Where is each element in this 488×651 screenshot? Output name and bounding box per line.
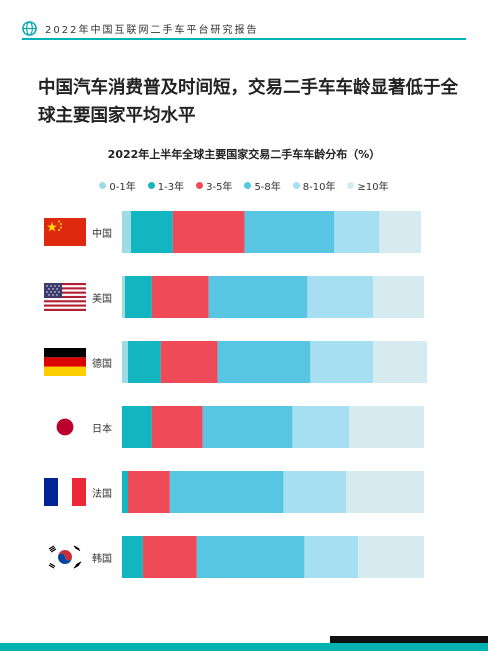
country-row-japan: 日本 [44,406,124,448]
bar-segment-1-0 [122,276,125,318]
bar-segment-2-4 [310,341,374,383]
bar-segment-4-4 [283,471,347,513]
country-label: 美国 [92,293,112,305]
bar-segment-2-1 [127,341,161,383]
legend-label: 3-5年 [206,182,233,193]
usa-flag [44,283,86,311]
bar-segment-3-3 [202,406,293,448]
bar-segment-4-3 [169,471,284,513]
country-label: 中国 [92,228,112,240]
bar-segment-0-5 [379,211,421,253]
bar-segment-5-1 [122,536,143,578]
bar-segment-5-3 [196,536,305,578]
legend-label: 8-10年 [302,182,336,193]
bar-segment-0-3 [244,211,335,253]
legend-swatch [347,182,355,189]
bar-segment-0-2 [172,211,245,253]
bar-segment-5-2 [142,536,197,578]
france-flag [44,478,86,506]
bar-segment-2-2 [160,341,218,383]
country-label: 日本 [92,423,112,435]
bar-segment-5-4 [304,536,359,578]
bar-segment-3-2 [151,406,203,448]
country-label: 德国 [92,358,112,370]
legend-swatch [147,182,155,189]
bar-segment-5-5 [358,536,424,578]
footer-accent-black [330,636,488,643]
bar-segment-2-0 [122,341,128,383]
country-row-france: 法国 [44,471,124,513]
china-flag [44,218,86,246]
legend-label: 0-1年 [109,182,136,193]
bar-segment-1-3 [208,276,308,318]
report-header: 2022年中国互联网二手车平台研究报告 [22,16,258,40]
bar-segment-0-4 [334,211,380,253]
bar-segment-0-0 [122,211,131,253]
japan-flag [44,413,86,441]
page-headline: 中国汽车消费普及时间短，交易二手车车龄显著低于全球主要国家平均水平 [38,78,458,126]
germany-flag [44,348,86,376]
bar-segment-4-2 [127,471,170,513]
bar-segment-1-5 [373,276,424,318]
legend-item-5-8: 5-8年 [244,178,281,193]
legend-swatch [292,182,300,189]
bar-segment-2-3 [217,341,311,383]
bar-segment-4-1 [122,471,128,513]
country-label: 法国 [92,488,112,500]
legend-label: 1-3年 [157,182,185,193]
globe-icon [22,20,37,36]
footer-accent-teal [0,643,488,651]
bar-segment-0-1 [130,211,173,253]
korea-flag [44,543,86,571]
report-title: 2022年中国互联网二手车平台研究报告 [45,24,259,36]
legend-item-8-10: 8-10年 [292,178,336,193]
legend-item-10-plus: ≥10年 [347,178,389,193]
bar-segment-1-1 [124,276,152,318]
chart-legend: 0-1年 1-3年 3-5年 5-8年 8-10年 ≥10年 [0,178,488,193]
legend-swatch [196,182,204,189]
legend-item-3-5: 3-5年 [196,178,232,193]
chart-title: 2022年上半年全球主要国家交易二手车车龄分布（%） [107,148,381,161]
legend-label: ≥10年 [357,182,389,193]
bar-segment-3-4 [292,406,350,448]
legend-item-0-1: 0-1年 [99,178,136,193]
bar-segment-3-5 [349,406,424,448]
bar-segment-2-5 [373,341,427,383]
country-row-usa: 美国 [44,276,124,318]
legend-label: 5-8年 [254,182,281,193]
bar-segment-1-4 [307,276,374,318]
country-label: 韩国 [92,553,112,565]
bar-segment-4-5 [346,471,424,513]
country-row-germany: 德国 [44,341,124,383]
bar-segment-3-1 [122,406,152,448]
country-row-korea: 韩国 [44,536,124,578]
header-divider [22,38,466,40]
legend-swatch [244,182,252,189]
country-row-china: 中国 [44,211,124,253]
legend-item-1-3: 1-3年 [147,178,185,193]
legend-swatch [99,182,107,189]
bar-segment-1-2 [151,276,209,318]
